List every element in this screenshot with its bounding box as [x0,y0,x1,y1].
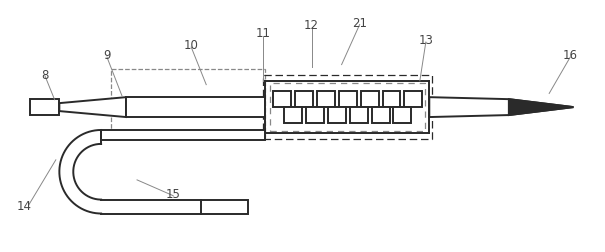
Bar [393,107,411,123]
Bar [273,91,291,107]
Text: 10: 10 [184,39,198,52]
Bar [339,91,357,107]
Bar [382,91,401,107]
Polygon shape [430,97,574,117]
Text: 12: 12 [304,19,319,32]
Bar [30,99,59,115]
Bar [306,107,324,123]
Text: 11: 11 [256,27,271,40]
Text: 14: 14 [17,200,32,213]
Bar [101,130,265,140]
Bar [350,107,368,123]
Bar [201,200,248,213]
Bar [328,107,346,123]
Polygon shape [509,99,574,115]
Bar [361,91,379,107]
Bar [404,91,422,107]
Text: 8: 8 [41,69,48,82]
Text: 9: 9 [103,49,111,62]
Bar [111,69,265,137]
Bar [371,107,390,123]
Bar [126,97,265,117]
Bar [295,91,313,107]
Polygon shape [59,97,126,117]
Bar [317,91,335,107]
Text: 15: 15 [166,188,180,201]
Text: 21: 21 [352,17,367,30]
Bar [263,75,433,139]
Bar [284,107,302,123]
Text: 13: 13 [419,34,433,47]
Text: 16: 16 [563,49,578,62]
Bar [270,83,425,131]
